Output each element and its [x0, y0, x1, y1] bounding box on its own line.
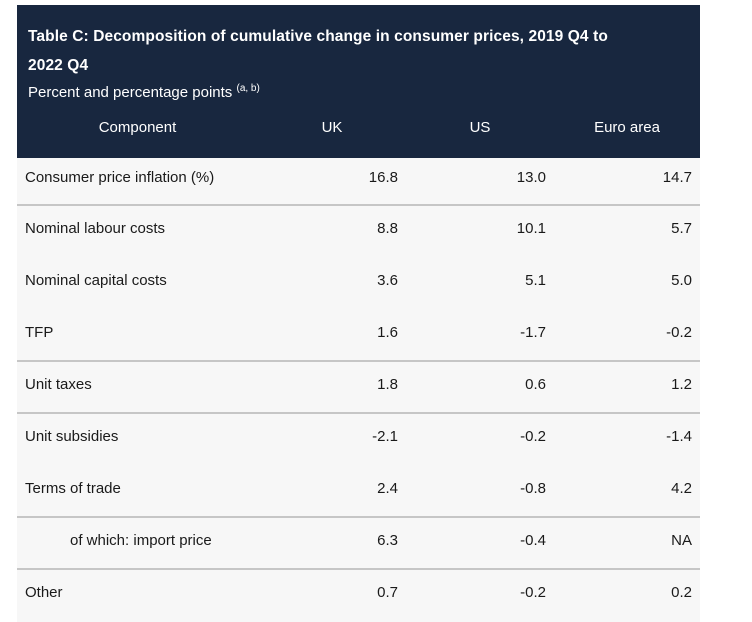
us-value: 5.1	[525, 272, 546, 289]
table-row: Consumer price inflation (%) 16.8 13.0 1…	[17, 158, 700, 206]
us-value: 0.6	[525, 376, 546, 393]
table-row: TFP 1.6 -1.7 -0.2	[17, 310, 700, 362]
euro-area-value: 14.7	[662, 169, 692, 186]
uk-value: 6.3	[377, 532, 398, 549]
table-title-line1: Table C: Decomposition of cumulative cha…	[28, 28, 608, 45]
row-label: Unit subsidies	[25, 428, 119, 445]
us-value: -0.2	[520, 428, 546, 445]
uk-value: 8.8	[377, 220, 398, 237]
euro-area-value: 0.2	[671, 584, 692, 601]
table-body: Consumer price inflation (%) 16.8 13.0 1…	[17, 158, 700, 622]
table-title-line2: 2022 Q4	[28, 57, 89, 74]
row-label: Consumer price inflation (%)	[25, 169, 215, 186]
table-row: Nominal labour costs 8.8 10.1 5.7	[17, 206, 700, 258]
us-value: -0.4	[520, 532, 546, 549]
table-header: Table C: Decomposition of cumulative cha…	[17, 5, 700, 158]
table-row: Terms of trade 2.4 -0.8 4.2	[17, 466, 700, 518]
table-row: of which: import price 6.3 -0.4 NA	[17, 518, 700, 570]
table-row: Unit taxes 1.8 0.6 1.2	[17, 362, 700, 414]
row-label: Terms of trade	[25, 480, 121, 497]
euro-area-value: -1.4	[666, 428, 692, 445]
euro-area-value: 4.2	[671, 480, 692, 497]
footnote-marker: (a, b)	[236, 83, 260, 94]
uk-value: 1.6	[377, 324, 398, 341]
row-label: TFP	[25, 324, 54, 341]
uk-value: 1.8	[377, 376, 398, 393]
us-value: -0.2	[520, 584, 546, 601]
data-table: Table C: Decomposition of cumulative cha…	[17, 5, 700, 622]
table-row: Unit subsidies -2.1 -0.2 -1.4	[17, 414, 700, 466]
column-header-component: Component	[98, 119, 177, 136]
uk-value: 2.4	[377, 480, 398, 497]
column-header-euro-area: Euro area	[594, 119, 660, 136]
row-label: Nominal labour costs	[25, 220, 166, 237]
us-value: 10.1	[516, 220, 546, 237]
euro-area-value: 5.7	[671, 220, 692, 237]
column-header-us: US	[469, 119, 491, 136]
euro-area-value: NA	[671, 532, 692, 549]
row-label: Nominal capital costs	[25, 272, 167, 289]
uk-value: 0.7	[377, 584, 398, 601]
euro-area-value: 1.2	[671, 376, 692, 393]
table-row: Nominal capital costs 3.6 5.1 5.0	[17, 258, 700, 310]
uk-value: -2.1	[372, 428, 398, 445]
uk-value: 16.8	[368, 169, 398, 186]
us-value: -0.8	[520, 480, 546, 497]
column-header-uk: UK	[321, 119, 343, 136]
euro-area-value: 5.0	[671, 272, 692, 289]
subtitle-text: Percent and percentage points	[28, 84, 233, 101]
table-row: Other 0.7 -0.2 0.2	[17, 570, 700, 622]
column-header-row: Component UK US Euro area	[17, 118, 700, 138]
table-subtitle: Percent and percentage points (a, b)	[17, 80, 700, 106]
euro-area-value: -0.2	[666, 324, 692, 341]
row-label: Other	[25, 584, 63, 601]
uk-value: 3.6	[377, 272, 398, 289]
row-label: of which: import price	[70, 532, 212, 549]
row-label: Unit taxes	[25, 376, 92, 393]
us-value: 13.0	[516, 169, 546, 186]
us-value: -1.7	[520, 324, 546, 341]
